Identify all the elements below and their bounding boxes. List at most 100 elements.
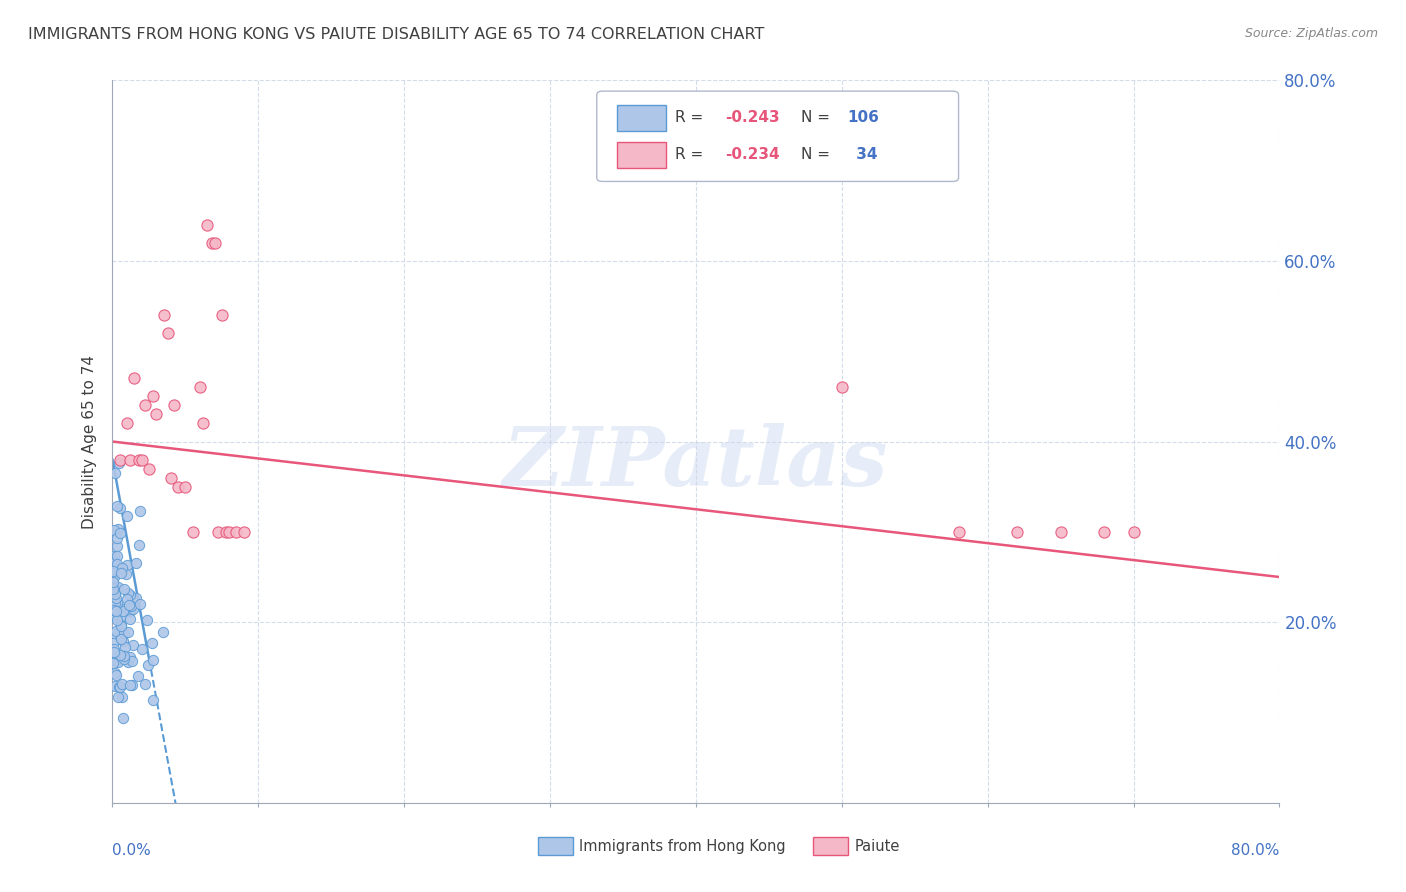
Point bbox=[103, 570, 125, 584]
Point bbox=[104, 466, 127, 480]
Point bbox=[105, 609, 128, 624]
Point bbox=[831, 380, 853, 394]
Point bbox=[218, 524, 240, 539]
Point bbox=[105, 549, 128, 564]
Text: -0.243: -0.243 bbox=[725, 111, 780, 126]
Point bbox=[115, 558, 138, 572]
Point bbox=[108, 501, 131, 516]
Point bbox=[105, 613, 128, 627]
Point bbox=[103, 562, 125, 576]
Point bbox=[107, 690, 129, 704]
Point bbox=[121, 654, 143, 668]
Point bbox=[201, 235, 224, 250]
Point bbox=[103, 584, 125, 599]
Point bbox=[112, 582, 135, 596]
Bar bbox=[617, 142, 665, 168]
Point bbox=[112, 652, 135, 666]
Point bbox=[103, 564, 125, 578]
Text: N =: N = bbox=[801, 147, 835, 162]
Point bbox=[131, 642, 153, 657]
Point bbox=[104, 604, 127, 618]
Text: N =: N = bbox=[801, 111, 835, 126]
Point bbox=[103, 566, 125, 580]
Text: Paiute: Paiute bbox=[855, 838, 900, 854]
Point bbox=[138, 461, 160, 475]
Point bbox=[103, 636, 125, 650]
Point bbox=[111, 690, 134, 704]
Point bbox=[103, 642, 125, 657]
Point bbox=[188, 380, 211, 394]
Point bbox=[1094, 524, 1116, 539]
Point bbox=[125, 591, 148, 606]
Point bbox=[103, 626, 125, 640]
Point bbox=[167, 480, 190, 494]
Point bbox=[105, 531, 128, 545]
Point bbox=[103, 523, 125, 537]
Point bbox=[104, 666, 127, 681]
Text: IMMIGRANTS FROM HONG KONG VS PAIUTE DISABILITY AGE 65 TO 74 CORRELATION CHART: IMMIGRANTS FROM HONG KONG VS PAIUTE DISA… bbox=[28, 27, 765, 42]
Point bbox=[115, 509, 138, 524]
Point bbox=[104, 585, 127, 599]
Point bbox=[115, 566, 138, 581]
Point bbox=[129, 597, 152, 611]
Point bbox=[118, 588, 141, 602]
Point bbox=[110, 632, 132, 647]
Point bbox=[1122, 524, 1144, 539]
Point bbox=[105, 596, 128, 610]
Point bbox=[103, 656, 125, 670]
Point bbox=[118, 452, 141, 467]
Point bbox=[225, 524, 247, 539]
Point bbox=[112, 634, 135, 648]
Point bbox=[105, 591, 128, 605]
Point bbox=[948, 524, 970, 539]
Point bbox=[111, 711, 134, 725]
Point bbox=[110, 618, 132, 632]
Point bbox=[121, 678, 143, 692]
Point bbox=[122, 602, 145, 616]
Point bbox=[107, 559, 129, 574]
Point bbox=[103, 549, 125, 564]
Point bbox=[131, 452, 153, 467]
Point bbox=[108, 452, 131, 467]
Bar bbox=[538, 838, 574, 855]
Text: -0.234: -0.234 bbox=[725, 147, 780, 162]
Point bbox=[103, 602, 125, 616]
Point bbox=[105, 539, 128, 553]
Point bbox=[110, 681, 132, 695]
Point bbox=[112, 602, 135, 616]
Point bbox=[118, 598, 141, 612]
Point bbox=[127, 669, 149, 683]
Point bbox=[103, 575, 125, 590]
Point bbox=[120, 604, 142, 618]
Point bbox=[115, 592, 138, 607]
Point bbox=[117, 655, 139, 669]
Point bbox=[117, 624, 139, 639]
Text: R =: R = bbox=[675, 111, 709, 126]
Point bbox=[142, 389, 165, 403]
Point bbox=[142, 653, 165, 667]
Point bbox=[181, 524, 204, 539]
Point bbox=[107, 580, 129, 594]
Point bbox=[110, 677, 132, 691]
Point bbox=[103, 558, 125, 572]
FancyBboxPatch shape bbox=[596, 91, 959, 181]
Point bbox=[103, 645, 125, 659]
Point bbox=[114, 640, 136, 654]
Point bbox=[134, 677, 156, 691]
Point bbox=[156, 326, 179, 340]
Point bbox=[118, 612, 141, 626]
Point bbox=[104, 583, 127, 598]
Point bbox=[110, 619, 132, 633]
Point bbox=[103, 554, 125, 568]
Point bbox=[103, 608, 125, 623]
Point bbox=[163, 398, 186, 412]
Point bbox=[111, 561, 134, 575]
Point bbox=[105, 557, 128, 571]
Text: 0.0%: 0.0% bbox=[112, 843, 152, 857]
Point bbox=[136, 613, 159, 627]
Text: 34: 34 bbox=[851, 147, 877, 162]
Text: R =: R = bbox=[675, 147, 709, 162]
Point bbox=[105, 600, 128, 615]
Text: Source: ZipAtlas.com: Source: ZipAtlas.com bbox=[1244, 27, 1378, 40]
Point bbox=[128, 452, 150, 467]
